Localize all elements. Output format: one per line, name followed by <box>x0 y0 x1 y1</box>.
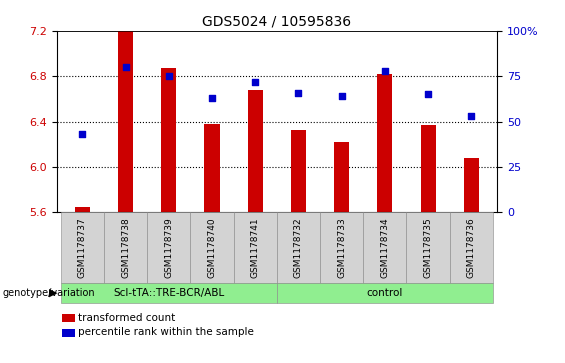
Bar <box>75 207 90 212</box>
Point <box>380 68 389 74</box>
Text: GSM1178738: GSM1178738 <box>121 217 130 278</box>
Bar <box>161 68 176 212</box>
Title: GDS5024 / 10595836: GDS5024 / 10595836 <box>202 14 351 28</box>
Point <box>467 113 476 119</box>
Text: GSM1178732: GSM1178732 <box>294 217 303 278</box>
Text: GSM1178734: GSM1178734 <box>380 217 389 278</box>
Bar <box>247 90 263 212</box>
Bar <box>334 142 349 212</box>
Point <box>121 64 130 70</box>
Point <box>424 91 433 97</box>
Point <box>294 90 303 95</box>
Text: genotype/variation: genotype/variation <box>3 288 95 298</box>
Point <box>164 73 173 79</box>
Text: GSM1178736: GSM1178736 <box>467 217 476 278</box>
Bar <box>291 130 306 212</box>
Text: GSM1178737: GSM1178737 <box>78 217 87 278</box>
Text: GSM1178741: GSM1178741 <box>251 217 260 278</box>
Point <box>337 93 346 99</box>
Point <box>207 95 216 101</box>
Bar <box>205 124 220 212</box>
Text: control: control <box>367 288 403 298</box>
Bar <box>118 31 133 212</box>
Text: percentile rank within the sample: percentile rank within the sample <box>78 327 254 337</box>
Text: GSM1178735: GSM1178735 <box>424 217 433 278</box>
Text: transformed count: transformed count <box>78 313 175 323</box>
Text: Scl-tTA::TRE-BCR/ABL: Scl-tTA::TRE-BCR/ABL <box>113 288 224 298</box>
Point <box>251 79 260 85</box>
Bar <box>420 125 436 212</box>
Text: GSM1178733: GSM1178733 <box>337 217 346 278</box>
Text: GSM1178739: GSM1178739 <box>164 217 173 278</box>
Bar <box>377 74 393 212</box>
Point <box>78 131 87 137</box>
Text: GSM1178740: GSM1178740 <box>207 217 216 278</box>
Text: ▶: ▶ <box>49 288 58 298</box>
Bar <box>464 158 479 212</box>
